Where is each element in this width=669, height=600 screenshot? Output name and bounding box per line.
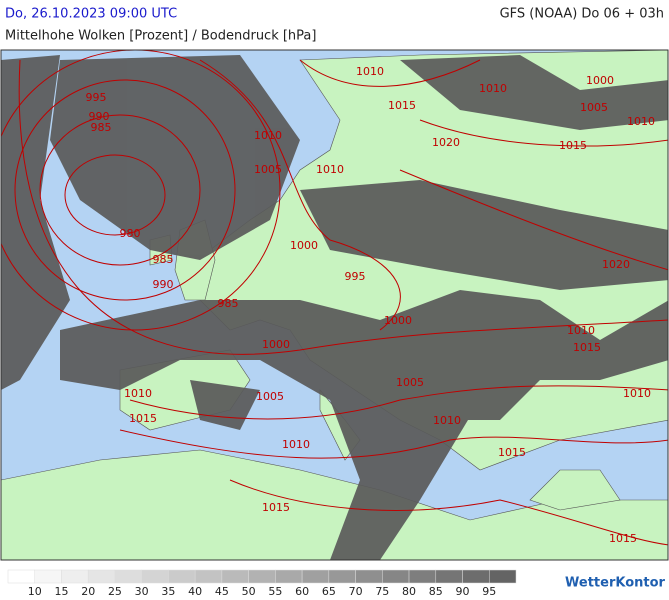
legend-swatch (408, 569, 437, 584)
isobar-label: 1010 (316, 163, 344, 176)
legend-swatch (435, 569, 463, 584)
legend-label: 75 (375, 585, 389, 598)
legend-swatch (355, 569, 383, 584)
subtitle: Mittelhohe Wolken [Prozent] / Bodendruck… (5, 29, 316, 44)
legend-swatch (114, 569, 142, 584)
legend-label: 95 (482, 585, 496, 598)
legend-label: 10 (28, 585, 42, 598)
legend-swatch (61, 569, 89, 584)
legend-label: 35 (161, 585, 175, 598)
legend-swatch (301, 569, 330, 584)
isobar-label: 985 (218, 297, 239, 310)
isobar-label: 1000 (262, 338, 290, 351)
model-run: GFS (NOAA) Do 06 + 03h (500, 7, 664, 22)
isobar-label: 990 (89, 110, 110, 123)
isobar-label: 1010 (479, 82, 507, 95)
isobar-label: 1010 (282, 438, 310, 451)
isobar-label: 1010 (356, 65, 384, 78)
isobar-label: 1020 (602, 258, 630, 271)
legend-label: 70 (349, 585, 363, 598)
legend-swatch (382, 569, 410, 584)
isobar-label: 1010 (254, 129, 282, 142)
isobar-label: 985 (153, 253, 174, 266)
isobar-label: 1015 (262, 501, 290, 514)
isobar-label: 1015 (559, 139, 587, 152)
isobar-label: 1000 (384, 314, 412, 327)
legend-swatch (168, 569, 196, 584)
isobar-label: 1000 (586, 74, 614, 87)
legend-label: 15 (54, 585, 68, 598)
isobar-label: 980 (120, 227, 141, 240)
isobar-label: 1015 (573, 341, 601, 354)
legend-label: 40 (188, 585, 202, 598)
isobar-label: 1020 (432, 136, 460, 149)
legend-swatch (489, 569, 517, 584)
isobar-label: 1015 (388, 99, 416, 112)
legend-swatch (462, 569, 490, 584)
isobar-label: 1015 (498, 446, 526, 459)
legend-label: 25 (108, 585, 122, 598)
legend-swatch (275, 569, 303, 584)
legend-swatch (34, 569, 62, 584)
isobar-label: 985 (91, 121, 112, 134)
isobar-label: 995 (345, 270, 366, 283)
legend-swatch (141, 569, 169, 584)
legend-swatch (87, 569, 116, 584)
legend-label: 90 (456, 585, 470, 598)
legend-label: 65 (322, 585, 336, 598)
isobar-label: 1005 (254, 163, 282, 176)
isobar-label: 1005 (396, 376, 424, 389)
isobar-label: 1015 (129, 412, 157, 425)
isobar-label: 990 (153, 278, 174, 291)
legend-label: 30 (135, 585, 149, 598)
isobar-label: 995 (86, 91, 107, 104)
legend-swatch (248, 569, 276, 584)
legend-label: 80 (402, 585, 416, 598)
legend-swatch (7, 569, 35, 584)
isobar-label: 1005 (580, 101, 608, 114)
isobar-label: 1010 (627, 115, 655, 128)
isobar-label: 1010 (124, 387, 152, 400)
legend-label: 85 (429, 585, 443, 598)
date: Do, 26.10.2023 09:00 UTC (5, 7, 177, 22)
isobar-label: 1010 (623, 387, 651, 400)
legend-label: 50 (242, 585, 256, 598)
isobar-label: 1005 (256, 390, 284, 403)
legend-label: 60 (295, 585, 309, 598)
legend-swatch (328, 569, 356, 584)
map (0, 49, 669, 561)
isobar-label: 1010 (567, 324, 595, 337)
isobar-label: 1000 (290, 239, 318, 252)
legend-swatch (221, 569, 249, 584)
isobar-label: 1015 (609, 532, 637, 545)
legend-label: 45 (215, 585, 229, 598)
legend-label: 20 (81, 585, 95, 598)
legend-label: 55 (268, 585, 282, 598)
logo: WetterKontor (565, 576, 666, 591)
legend-swatch (194, 569, 223, 584)
isobar-label: 1010 (433, 414, 461, 427)
